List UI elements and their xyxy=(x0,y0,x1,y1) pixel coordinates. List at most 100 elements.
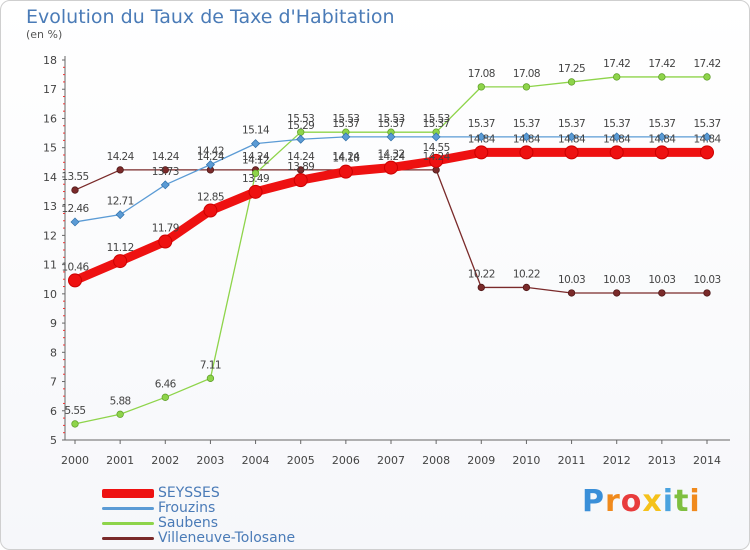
legend-label-villeneuve-tolosane: Villeneuve-Tolosane xyxy=(158,530,296,546)
legend-item-saubens: Saubens xyxy=(102,515,219,531)
series-point-1 xyxy=(521,132,531,142)
series-point-1 xyxy=(386,132,396,142)
series-point-2 xyxy=(206,374,215,382)
data-label-1: 15.37 xyxy=(513,118,540,130)
data-label-3: 14.24 xyxy=(197,151,225,163)
data-label-2: 15.53 xyxy=(423,113,450,125)
x-tick-label: 2003 xyxy=(196,454,224,467)
y-tick-label: 11 xyxy=(43,259,57,272)
series-point-3 xyxy=(703,289,711,297)
data-label-3: 14.24 xyxy=(152,151,180,163)
series-point-3 xyxy=(522,283,531,292)
data-label-1: 12.46 xyxy=(61,203,89,215)
series-point-0 xyxy=(609,145,624,160)
series-point-3 xyxy=(658,289,666,297)
data-label-0: 14.84 xyxy=(558,133,586,145)
x-tick-label: 2000 xyxy=(61,454,89,467)
data-label-0: 14.84 xyxy=(648,133,676,145)
data-label-0: 14.18 xyxy=(332,153,359,165)
series-point-1 xyxy=(115,210,125,220)
legend-swatch-saubens xyxy=(102,521,154,525)
data-label-0: 14.32 xyxy=(377,149,404,161)
legend-item-villeneuve-tolosane: Villeneuve-Tolosane xyxy=(102,530,296,546)
y-tick-label: 8 xyxy=(50,346,57,359)
data-label-2: 17.08 xyxy=(468,68,495,80)
data-label-1: 15.37 xyxy=(693,118,720,130)
data-label-0: 14.84 xyxy=(468,133,496,145)
data-label-3: 14.24 xyxy=(423,151,451,163)
series-point-3 xyxy=(116,166,124,174)
data-label-2: 14.12 xyxy=(242,154,269,166)
series-point-0 xyxy=(429,153,444,168)
legend-swatch-villeneuve-tolosane xyxy=(102,536,154,540)
series-point-1 xyxy=(341,132,351,142)
chart-subtitle: (en %) xyxy=(26,28,63,41)
data-label-3: 13.55 xyxy=(61,171,88,183)
logo-letter: x xyxy=(642,484,663,519)
data-label-0: 12.85 xyxy=(197,192,224,204)
series-point-1 xyxy=(612,132,622,142)
x-tick-label: 2014 xyxy=(693,454,721,467)
series-point-0 xyxy=(113,254,128,269)
series-point-2 xyxy=(567,78,576,86)
series-point-1 xyxy=(160,180,170,190)
x-tick-label: 2002 xyxy=(151,454,179,467)
series-point-0 xyxy=(384,160,398,175)
legend-item-frouzins: Frouzins xyxy=(102,500,216,516)
series-point-1 xyxy=(567,132,577,142)
x-tick-label: 2008 xyxy=(422,454,450,467)
data-label-3: 14.24 xyxy=(287,151,315,163)
series-point-2 xyxy=(658,73,666,81)
y-tick-label: 16 xyxy=(43,112,57,125)
x-tick-label: 2010 xyxy=(512,454,540,467)
data-label-2: 17.08 xyxy=(513,68,540,80)
series-point-0 xyxy=(293,173,308,188)
data-label-1: 15.37 xyxy=(332,118,359,130)
data-label-1: 15.37 xyxy=(423,118,450,130)
series-point-1 xyxy=(476,132,486,142)
series-point-0 xyxy=(519,145,534,160)
data-label-2: 7.11 xyxy=(200,359,221,371)
y-tick-label: 14 xyxy=(43,171,57,184)
series-point-0 xyxy=(654,145,669,160)
y-tick-label: 17 xyxy=(43,83,57,96)
series-point-3 xyxy=(567,289,576,297)
data-label-0: 14.84 xyxy=(513,133,541,145)
data-label-2: 17.42 xyxy=(648,58,675,70)
data-label-0: 14.84 xyxy=(693,133,721,145)
y-tick-label: 12 xyxy=(43,229,57,242)
y-tick-label: 13 xyxy=(43,200,57,213)
y-tick-label: 7 xyxy=(50,376,57,389)
x-tick-label: 2009 xyxy=(467,454,495,467)
data-label-1: 15.37 xyxy=(603,118,630,130)
series-point-1 xyxy=(296,134,306,144)
legend-label-frouzins: Frouzins xyxy=(158,500,216,516)
y-tick-label: 5 xyxy=(50,434,57,447)
data-label-3: 14.24 xyxy=(332,151,360,163)
series-point-1 xyxy=(70,217,80,227)
data-label-2: 15.53 xyxy=(332,113,359,125)
line-chart: 5 6 7 8 9 10 11 12 13 14 15 16 17 18 2000 2001 2002 2003 2… xyxy=(43,54,730,467)
data-label-3: 14.24 xyxy=(242,151,270,163)
data-label-3: 10.03 xyxy=(693,274,720,286)
legend-label-saubens: Saubens xyxy=(158,515,219,531)
series-point-2 xyxy=(477,83,485,91)
series-point-0 xyxy=(68,273,82,288)
data-label-0: 13.49 xyxy=(242,173,269,185)
series-point-2 xyxy=(71,420,79,428)
data-label-2: 17.42 xyxy=(693,58,720,70)
series-point-3 xyxy=(477,283,485,292)
data-label-3: 10.22 xyxy=(513,268,540,280)
data-label-1: 15.37 xyxy=(558,118,585,130)
data-label-0: 14.55 xyxy=(423,142,450,154)
data-label-1: 13.73 xyxy=(152,166,179,178)
data-label-1: 14.42 xyxy=(197,146,224,158)
series-point-1 xyxy=(251,139,261,149)
logo-letter: t xyxy=(674,484,690,519)
legend-item-seysses: SEYSSES xyxy=(102,485,220,501)
legend-swatch-seysses xyxy=(102,488,154,498)
data-label-0: 11.79 xyxy=(152,223,179,235)
series-point-2 xyxy=(613,73,621,81)
x-tick-label: 2012 xyxy=(603,454,631,467)
